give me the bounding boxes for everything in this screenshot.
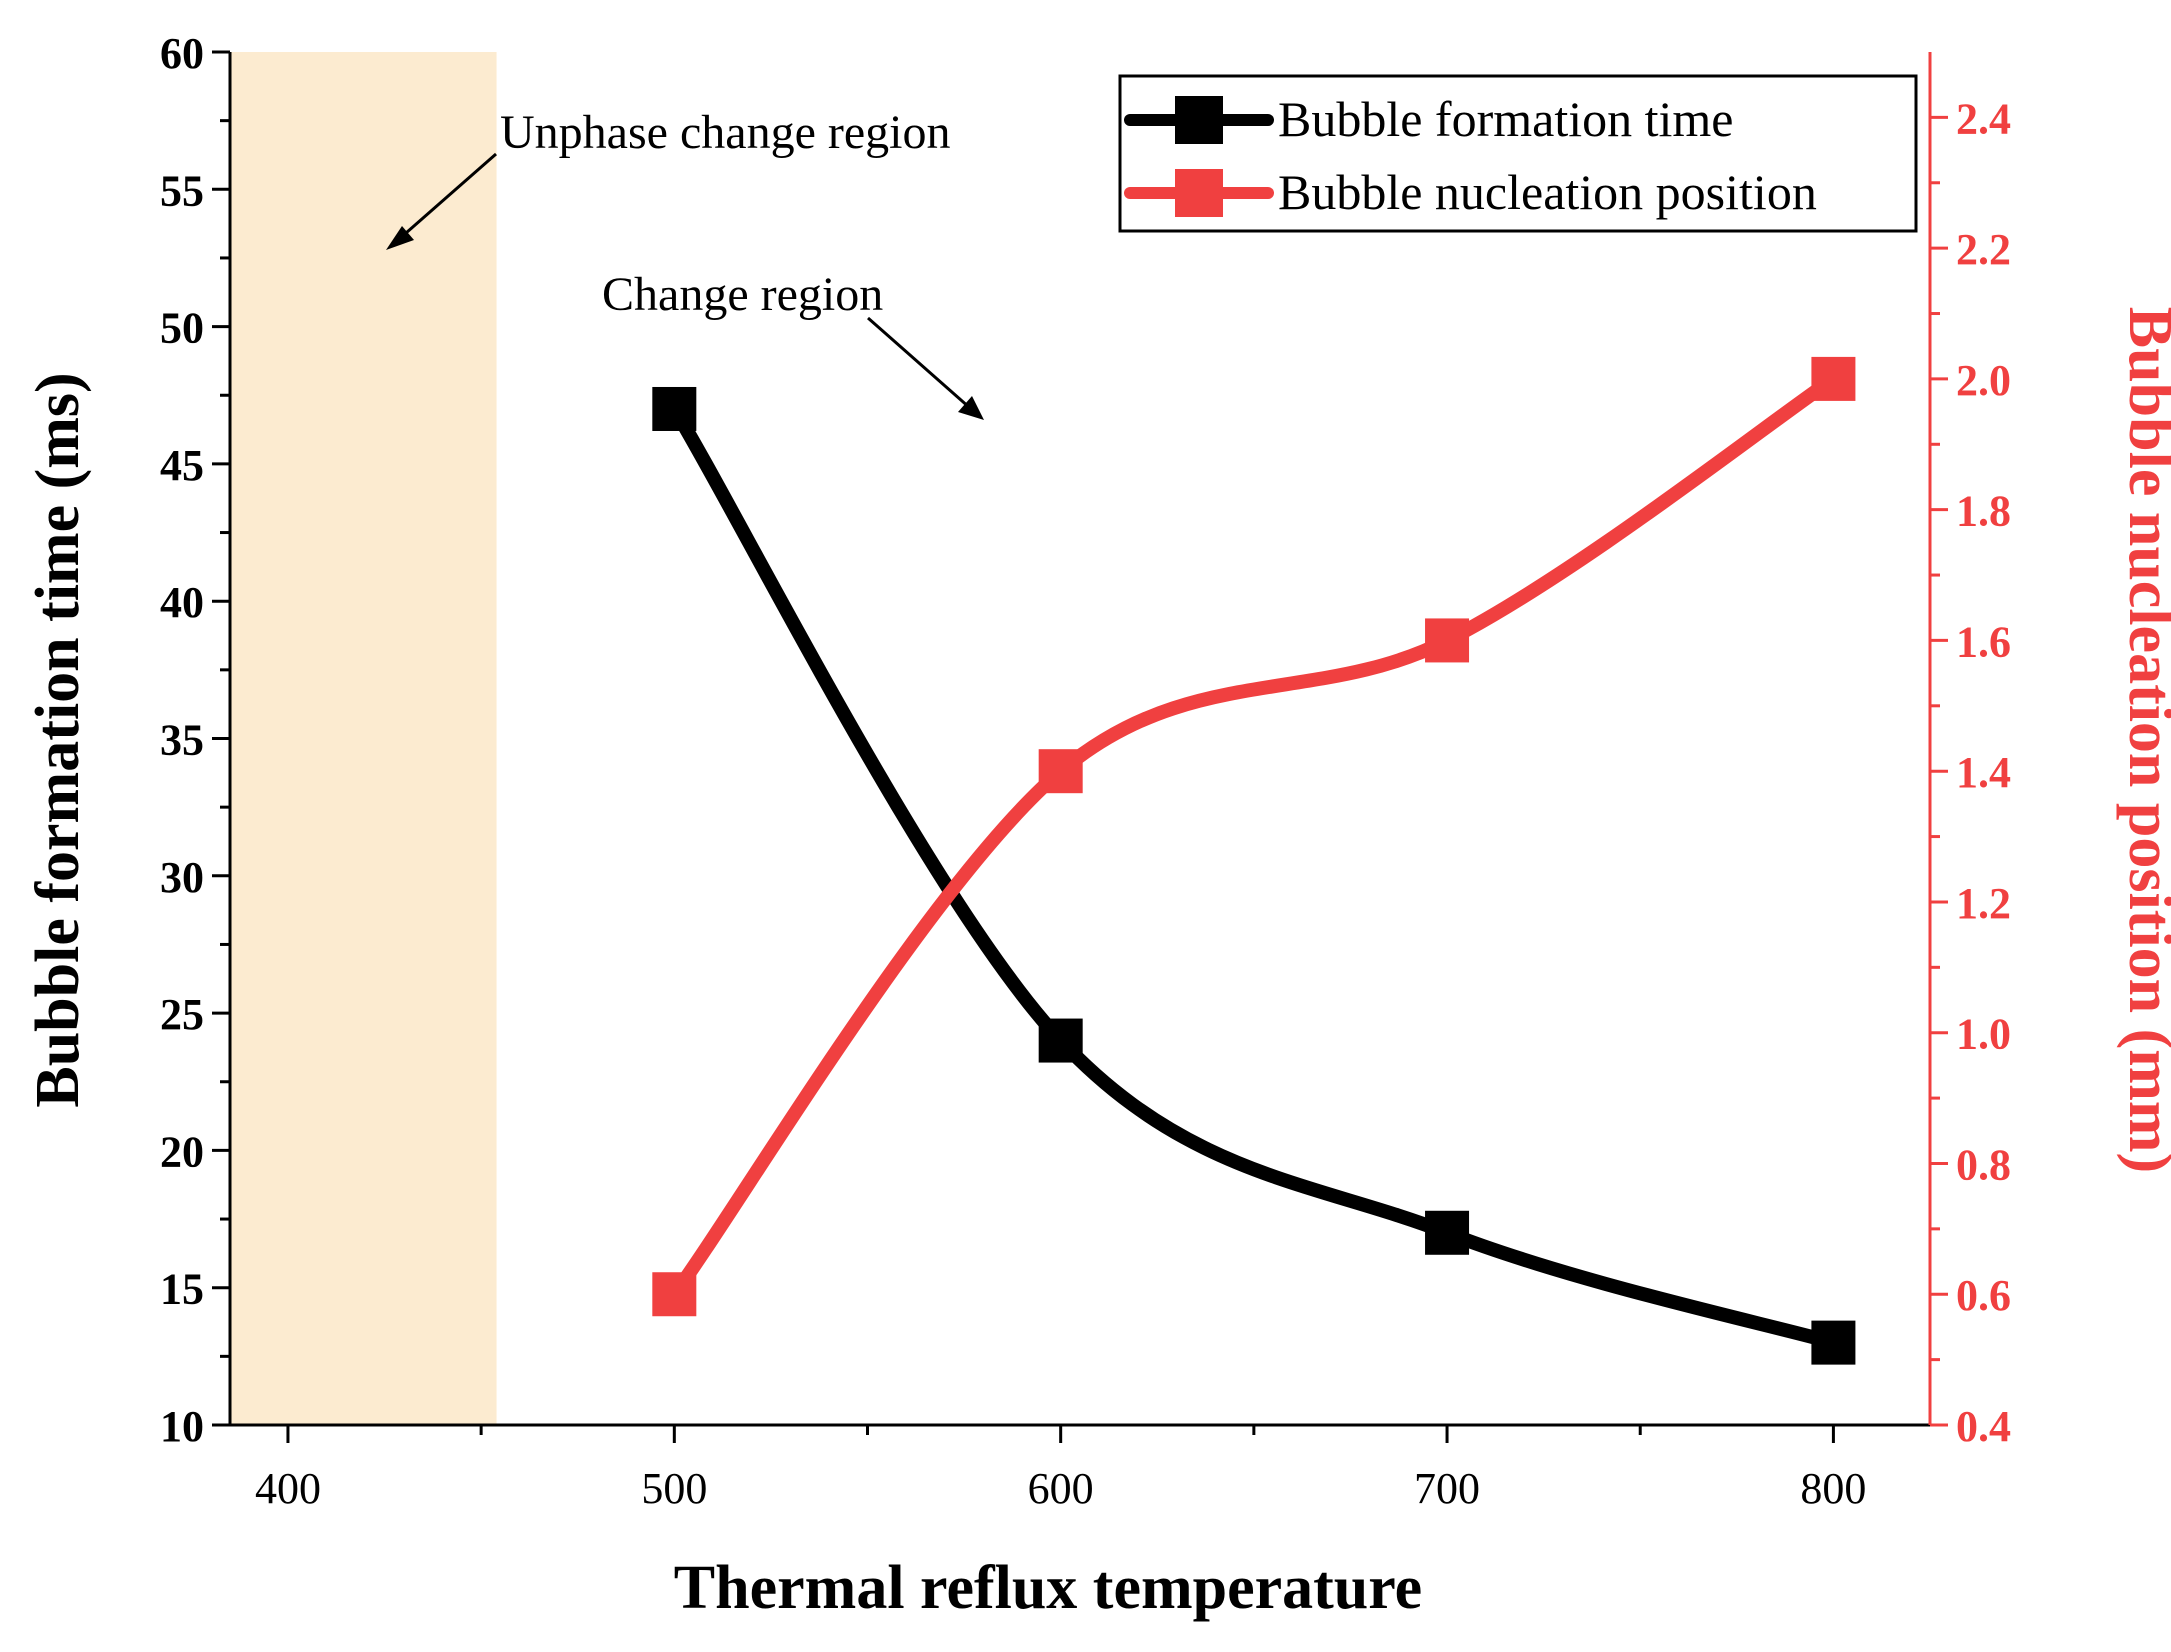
- annotation-arrow-change: [867, 316, 971, 410]
- y-tick-label: 55: [160, 166, 204, 215]
- y-tick-label: 30: [160, 853, 204, 902]
- y2-tick-label: 1.2: [1956, 879, 2011, 928]
- y2-tick-label: 1.0: [1956, 1010, 2011, 1059]
- annotation-arrow-unphase: [397, 152, 497, 242]
- y2-tick-label: 0.6: [1956, 1271, 2011, 1320]
- data-point-bubble-formation-time-600: [1038, 1018, 1083, 1063]
- y-tick-label: 35: [160, 716, 204, 765]
- y-tick-label: 25: [160, 990, 204, 1039]
- y-tick-label: 45: [160, 441, 204, 490]
- y2-tick-label: 0.8: [1956, 1140, 2011, 1189]
- unphase-change-shaded-region: [230, 52, 497, 1425]
- y-tick-label: 50: [160, 304, 204, 353]
- y2-tick-label: 1.8: [1956, 487, 2011, 536]
- y-tick-label: 60: [160, 29, 204, 78]
- data-point-bubble-formation-time-700: [1425, 1210, 1470, 1255]
- legend-marker-nucleation-position: [1175, 169, 1223, 217]
- y2-tick-label: 2.4: [1956, 94, 2011, 143]
- annotation-arrowhead-unphase: [386, 226, 414, 250]
- data-point-bubble-nucleation-position-700: [1425, 618, 1470, 663]
- y-axis-title: Bubble formation time (ms): [24, 372, 92, 1107]
- x-axis-title: Thermal reflux temperature: [674, 1554, 1422, 1622]
- y2-tick-label: 2.0: [1956, 356, 2011, 405]
- data-point-bubble-nucleation-position-600: [1038, 749, 1083, 794]
- annotation-arrowhead-change: [958, 396, 984, 420]
- ticks-layer: 10 15 20 25 30 35 40 45 50 55 60 0.4 0.6 0.8 1.0 1.2 1.4…: [160, 29, 2011, 1513]
- legend-label-formation-time: Bubble formation time: [1278, 91, 1733, 147]
- data-point-bubble-nucleation-position-800: [1811, 356, 1856, 401]
- y-tick-label: 40: [160, 578, 204, 627]
- y2-tick-label: 2.2: [1956, 225, 2011, 274]
- data-point-bubble-formation-time-500: [652, 386, 697, 431]
- x-tick-label: 700: [1414, 1464, 1480, 1513]
- x-tick-label: 800: [1800, 1464, 1866, 1513]
- data-point-bubble-nucleation-position-500: [652, 1272, 697, 1317]
- y-tick-label: 15: [160, 1265, 204, 1314]
- annotation-unphase-change-region: Unphase change region: [500, 106, 951, 159]
- axes-layer: [212, 50, 1948, 1443]
- series-line-bubble-formation-time: [667, 401, 1841, 1350]
- y2-tick-label: 0.4: [1956, 1402, 2011, 1451]
- legend: Bubble formation time Bubble nucleation …: [1118, 74, 1918, 233]
- y-tick-label: 20: [160, 1127, 204, 1176]
- legend-box: [1118, 74, 1918, 233]
- x-tick-label: 500: [641, 1464, 707, 1513]
- annotation-change-region: Change region: [602, 268, 883, 321]
- x-tick-label: 400: [255, 1464, 321, 1513]
- series-layer: [652, 356, 1856, 1365]
- legend-marker-formation-time: [1175, 96, 1223, 144]
- y-tick-label: 10: [160, 1402, 204, 1451]
- legend-label-nucleation-position: Bubble nucleation position: [1278, 164, 1817, 220]
- series-line-bubble-nucleation-position: [667, 371, 1841, 1302]
- y2-axis-title: Bubble nucleation position (mm): [2116, 307, 2171, 1173]
- data-point-bubble-formation-time-800: [1811, 1320, 1856, 1365]
- y2-tick-label: 1.4: [1956, 748, 2011, 797]
- y2-tick-label: 1.6: [1956, 617, 2011, 666]
- x-tick-label: 600: [1028, 1464, 1094, 1513]
